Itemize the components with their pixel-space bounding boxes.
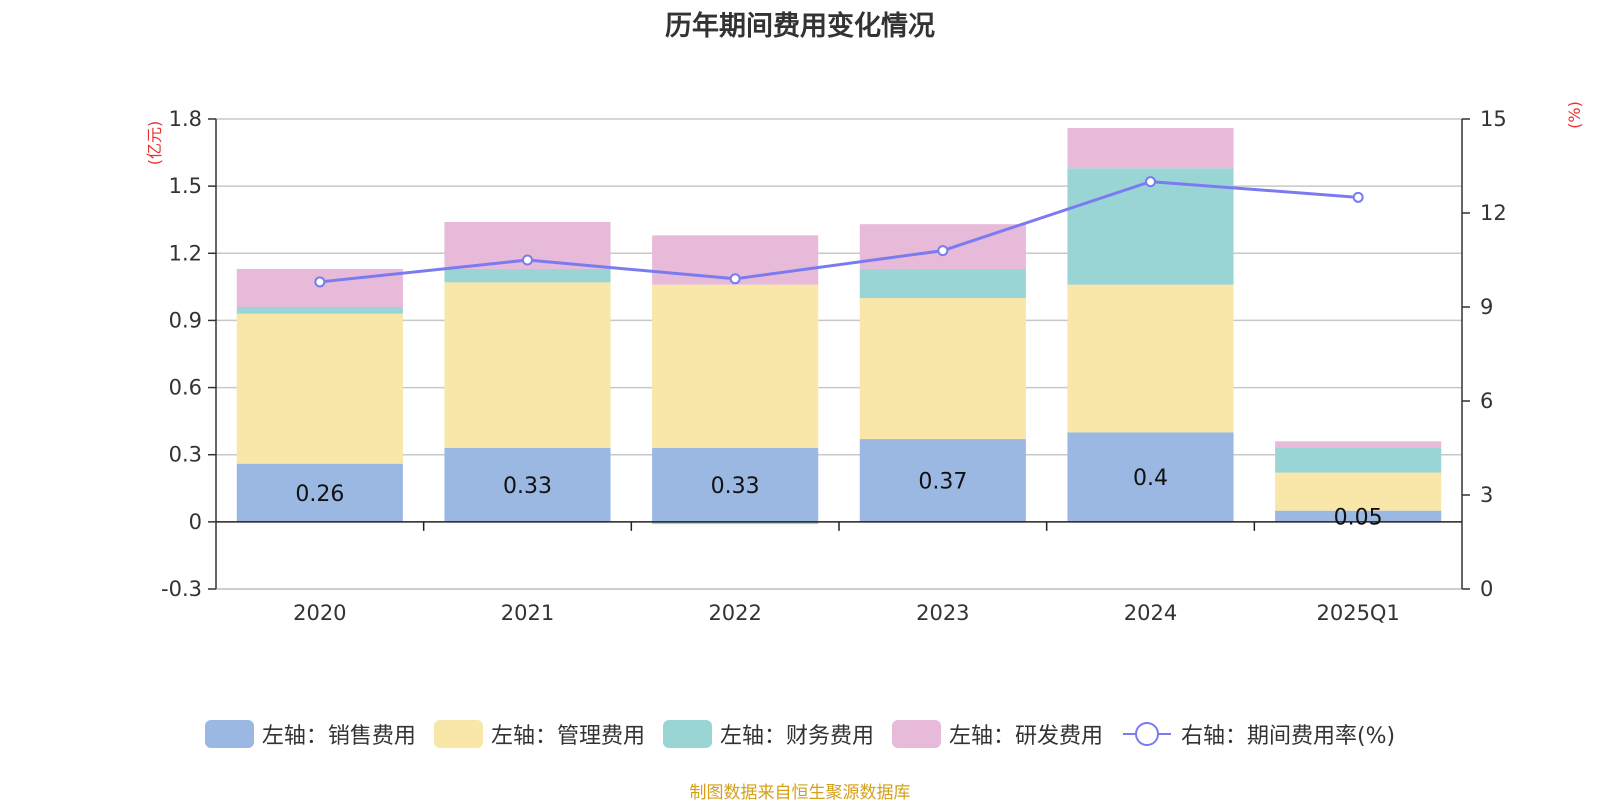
left-tick-label: 1.2 bbox=[169, 241, 202, 265]
right-tick-label: 9 bbox=[1480, 295, 1493, 319]
legend: 左轴：销售费用 左轴：管理费用 左轴：财务费用 左轴：研发费用 右轴：期间费用率… bbox=[0, 718, 1600, 750]
bar-segment bbox=[1275, 441, 1442, 448]
bar-segment bbox=[652, 448, 819, 522]
category-label: 2023 bbox=[916, 601, 969, 625]
left-tick-label: 0.3 bbox=[169, 443, 202, 467]
legend-swatch-sales bbox=[204, 720, 254, 748]
bar-segment bbox=[1275, 448, 1442, 473]
data-label: 0.4 bbox=[1133, 466, 1168, 491]
data-label: 0.26 bbox=[295, 482, 344, 507]
bar-segment bbox=[1067, 284, 1234, 433]
bar-segment bbox=[236, 307, 403, 314]
bar-segment bbox=[652, 521, 819, 525]
legend-item-finance[interactable]: 左轴：财务费用 bbox=[662, 718, 874, 750]
data-label: 0.33 bbox=[711, 474, 760, 499]
bar-segment bbox=[444, 282, 611, 448]
data-label: 0.33 bbox=[503, 474, 552, 499]
category-label: 2022 bbox=[708, 601, 761, 625]
grid-lines bbox=[216, 118, 1462, 590]
rate-point bbox=[937, 245, 949, 257]
legend-label-rd: 左轴：研发费用 bbox=[948, 724, 1103, 749]
bar-segment bbox=[859, 439, 1026, 522]
data-labels: 0.26 0.33 0.33 0.37 0.4 0.05 bbox=[295, 466, 1382, 530]
left-tick-label: 0.6 bbox=[169, 376, 202, 400]
left-tick-label: 1.5 bbox=[169, 174, 202, 198]
bar-segment bbox=[652, 284, 819, 448]
rate-point bbox=[314, 276, 326, 288]
left-tick-label: 0.9 bbox=[169, 308, 202, 332]
bar-segment bbox=[859, 268, 1026, 299]
legend-label-sales: 左轴：销售费用 bbox=[261, 724, 416, 749]
left-tick-label: 0 bbox=[189, 510, 202, 534]
category-label: 2020 bbox=[293, 601, 346, 625]
legend-swatch-finance bbox=[662, 720, 712, 748]
right-tick-label: 15 bbox=[1480, 107, 1507, 131]
left-tick-label: -0.3 bbox=[161, 577, 202, 601]
rate-point bbox=[1145, 176, 1156, 188]
bar-segment bbox=[1275, 510, 1442, 522]
legend-swatch-rd bbox=[891, 720, 941, 748]
axes: 1.8 1.5 1.2 0.9 0.6 0.3 0 -0.3 15 12 9 6 3 0 2020 2021 2… bbox=[161, 107, 1507, 625]
bar-segment bbox=[1067, 127, 1234, 169]
legend-item-admin[interactable]: 左轴：管理费用 bbox=[433, 718, 645, 750]
bar-segment bbox=[1067, 432, 1234, 522]
bar-segment bbox=[236, 313, 403, 464]
rate-line bbox=[319, 180, 1359, 284]
bar-segment bbox=[236, 463, 403, 522]
right-axis-unit: (%) bbox=[1565, 101, 1584, 129]
line-marker-icon bbox=[1122, 722, 1171, 746]
bar-segment bbox=[859, 298, 1026, 440]
data-label: 0.37 bbox=[918, 469, 967, 494]
bar-segment bbox=[1067, 168, 1234, 285]
legend-item-rd[interactable]: 左轴：研发费用 bbox=[891, 718, 1103, 750]
legend-label-finance: 左轴：财务费用 bbox=[719, 724, 874, 749]
left-tick-label: 1.8 bbox=[169, 107, 202, 131]
right-tick-label: 12 bbox=[1480, 201, 1507, 225]
legend-swatch-admin bbox=[433, 720, 483, 748]
category-label: 2024 bbox=[1124, 601, 1177, 625]
rate-point bbox=[729, 273, 741, 285]
category-label: 2021 bbox=[501, 601, 554, 625]
source-note: 制图数据来自恒生聚源数据库 bbox=[689, 783, 911, 803]
bar-segment bbox=[1275, 472, 1442, 511]
bar-segment bbox=[444, 268, 611, 283]
legend-item-rate[interactable]: 右轴：期间费用率(%) bbox=[1121, 718, 1395, 750]
data-label: 0.05 bbox=[1334, 505, 1383, 530]
left-axis-unit: (亿元) bbox=[145, 121, 164, 166]
right-tick-label: 3 bbox=[1480, 483, 1493, 507]
stacked-bars bbox=[236, 127, 1442, 525]
right-tick-label: 6 bbox=[1480, 389, 1493, 413]
legend-item-sales[interactable]: 左轴：销售费用 bbox=[204, 718, 416, 750]
expense-rate-line bbox=[314, 176, 1364, 288]
bar-segment bbox=[444, 448, 611, 522]
legend-label-rate: 右轴：期间费用率(%) bbox=[1180, 724, 1396, 749]
category-label: 2025Q1 bbox=[1316, 601, 1399, 625]
rate-point bbox=[522, 254, 533, 266]
rate-point bbox=[1352, 191, 1364, 203]
right-tick-label: 0 bbox=[1480, 577, 1493, 601]
chart-title: 历年期间费用变化情况 bbox=[665, 11, 935, 42]
legend-label-admin: 左轴：管理费用 bbox=[490, 724, 645, 749]
